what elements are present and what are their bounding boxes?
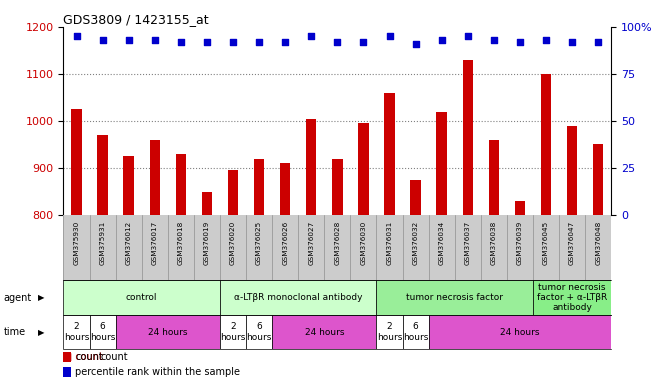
- Bar: [220, 315, 246, 349]
- Text: GSM375931: GSM375931: [100, 220, 106, 265]
- Text: GSM376027: GSM376027: [308, 220, 314, 265]
- Text: 6
hours: 6 hours: [403, 323, 428, 342]
- Text: ▶: ▶: [38, 328, 45, 337]
- Point: [410, 41, 421, 47]
- Bar: [429, 315, 611, 349]
- Text: GSM376028: GSM376028: [335, 220, 340, 265]
- Bar: [410, 180, 421, 215]
- Point: [332, 39, 343, 45]
- Bar: [280, 163, 291, 215]
- Text: GSM376019: GSM376019: [204, 220, 210, 265]
- Point: [71, 33, 82, 40]
- Point: [384, 33, 395, 40]
- Point: [462, 33, 473, 40]
- Text: 2
hours: 2 hours: [377, 323, 402, 342]
- Point: [436, 37, 447, 43]
- Bar: [71, 109, 81, 215]
- Text: 6
hours: 6 hours: [246, 323, 272, 342]
- Bar: [228, 170, 238, 215]
- Text: control: control: [126, 293, 158, 302]
- Text: ■ count: ■ count: [63, 352, 104, 362]
- Text: GSM376020: GSM376020: [230, 220, 236, 265]
- Point: [150, 37, 160, 43]
- Bar: [462, 60, 473, 215]
- Bar: [541, 74, 551, 215]
- Point: [593, 39, 603, 45]
- Bar: [593, 144, 603, 215]
- Bar: [254, 159, 265, 215]
- Text: GSM376031: GSM376031: [387, 220, 393, 265]
- Bar: [98, 135, 108, 215]
- Bar: [377, 280, 533, 315]
- Text: GSM376039: GSM376039: [517, 220, 523, 265]
- Text: GSM376045: GSM376045: [543, 220, 549, 265]
- Point: [124, 37, 134, 43]
- Text: count: count: [100, 352, 128, 362]
- Text: GSM376030: GSM376030: [361, 220, 367, 265]
- Bar: [515, 201, 525, 215]
- Text: GSM375930: GSM375930: [73, 220, 79, 265]
- Text: GSM376012: GSM376012: [126, 220, 132, 265]
- Bar: [246, 315, 272, 349]
- Bar: [403, 315, 429, 349]
- Text: percentile rank within the sample: percentile rank within the sample: [75, 367, 240, 377]
- Bar: [533, 280, 611, 315]
- Point: [280, 39, 291, 45]
- Text: GSM376025: GSM376025: [256, 220, 262, 265]
- Text: 6
hours: 6 hours: [90, 323, 116, 342]
- Point: [514, 39, 525, 45]
- Text: tumor necrosis
factor + α-LTβR
antibody: tumor necrosis factor + α-LTβR antibody: [537, 283, 607, 313]
- Bar: [384, 93, 395, 215]
- Bar: [176, 154, 186, 215]
- Text: GSM376048: GSM376048: [595, 220, 601, 265]
- Bar: [220, 280, 377, 315]
- Point: [202, 39, 212, 45]
- Point: [98, 37, 108, 43]
- Bar: [332, 159, 343, 215]
- Text: count: count: [75, 352, 103, 362]
- Bar: [150, 140, 160, 215]
- Text: 24 hours: 24 hours: [500, 328, 540, 337]
- Text: GSM376038: GSM376038: [491, 220, 497, 265]
- Text: ▶: ▶: [38, 293, 45, 302]
- Point: [176, 39, 186, 45]
- Point: [566, 39, 577, 45]
- Text: GSM376037: GSM376037: [465, 220, 471, 265]
- Point: [306, 33, 317, 40]
- Bar: [116, 315, 220, 349]
- Point: [254, 39, 265, 45]
- Point: [488, 37, 499, 43]
- Text: GSM376047: GSM376047: [569, 220, 575, 265]
- Bar: [567, 126, 577, 215]
- Bar: [306, 119, 317, 215]
- Bar: [272, 315, 377, 349]
- Text: time: time: [3, 327, 25, 337]
- Bar: [358, 123, 369, 215]
- Bar: [90, 315, 116, 349]
- Text: tumor necrosis factor: tumor necrosis factor: [406, 293, 503, 302]
- Text: 2
hours: 2 hours: [64, 323, 90, 342]
- Text: GSM376017: GSM376017: [152, 220, 158, 265]
- Text: 24 hours: 24 hours: [305, 328, 344, 337]
- Bar: [202, 192, 212, 215]
- Point: [358, 39, 369, 45]
- Text: 2
hours: 2 hours: [220, 323, 246, 342]
- Text: GSM376026: GSM376026: [282, 220, 288, 265]
- Bar: [377, 315, 403, 349]
- Text: GSM376032: GSM376032: [413, 220, 419, 265]
- Bar: [63, 315, 90, 349]
- Text: GDS3809 / 1423155_at: GDS3809 / 1423155_at: [63, 13, 209, 26]
- Point: [540, 37, 551, 43]
- Text: GSM376018: GSM376018: [178, 220, 184, 265]
- Bar: [488, 140, 499, 215]
- Text: α-LTβR monoclonal antibody: α-LTβR monoclonal antibody: [234, 293, 363, 302]
- Bar: [63, 280, 220, 315]
- Text: agent: agent: [3, 293, 31, 303]
- Point: [228, 39, 238, 45]
- Bar: [124, 156, 134, 215]
- Text: 24 hours: 24 hours: [148, 328, 188, 337]
- Text: GSM376034: GSM376034: [439, 220, 445, 265]
- Bar: [436, 111, 447, 215]
